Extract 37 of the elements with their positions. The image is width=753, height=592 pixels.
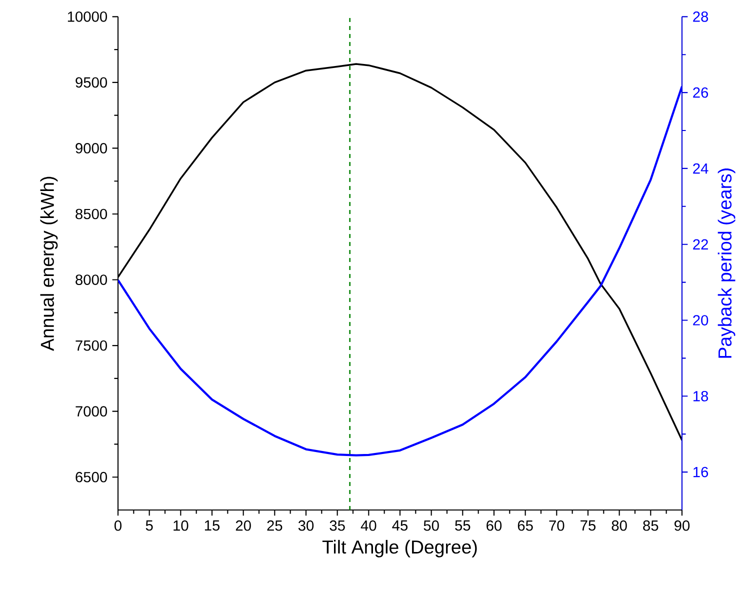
x-tick-label: 75: [580, 520, 596, 531]
x-tick-label: 40: [360, 520, 376, 531]
x-tick-label: 55: [455, 520, 470, 531]
y-tick-label: 7500: [76, 340, 108, 351]
x-tick-label: 20: [236, 520, 251, 531]
y-tick-label: 6500: [76, 472, 108, 482]
x-tick-label: 0: [114, 520, 122, 531]
x-tick-label: 35: [330, 520, 345, 531]
y2-tick-label: 16: [693, 466, 708, 478]
y-axis-title: Annual energy (kWh): [40, 176, 58, 351]
x-tick-label: 5: [146, 520, 153, 531]
x-tick-label: 85: [643, 520, 658, 531]
y2-tick-label: 26: [693, 87, 708, 98]
x-tick-label: 60: [486, 520, 502, 531]
x-tick-label: 90: [674, 520, 690, 531]
x-tick-label: 65: [518, 520, 533, 531]
y2-tick-label: 28: [693, 11, 708, 22]
x-tick-label: 70: [549, 520, 564, 531]
y2-tick-label: 24: [693, 163, 708, 174]
x-tick-label: 45: [392, 520, 408, 531]
y2-tick-label: 20: [693, 315, 708, 326]
y2-tick-label: 18: [693, 390, 708, 402]
x-tick-label: 50: [424, 520, 439, 531]
y-tick-label: 9000: [76, 143, 108, 154]
y2-axis-title: Payback period (years): [718, 168, 736, 358]
y-tick-label: 7000: [76, 406, 108, 417]
x-tick-label: 30: [298, 520, 314, 531]
x-tick-label: 10: [174, 520, 188, 531]
x-tick-label: 15: [204, 520, 220, 531]
y-tick-label: 8000: [76, 274, 108, 285]
y-tick-label: 8500: [76, 208, 108, 220]
y-tick-label: 10000: [68, 11, 108, 22]
x-tick-label: 80: [612, 520, 627, 531]
y-tick-label: 9500: [76, 77, 108, 88]
y2-tick-label: 22: [693, 239, 708, 250]
x-axis-title: Tilt Angle (Degree): [322, 540, 477, 558]
x-tick-label: 25: [267, 520, 282, 531]
